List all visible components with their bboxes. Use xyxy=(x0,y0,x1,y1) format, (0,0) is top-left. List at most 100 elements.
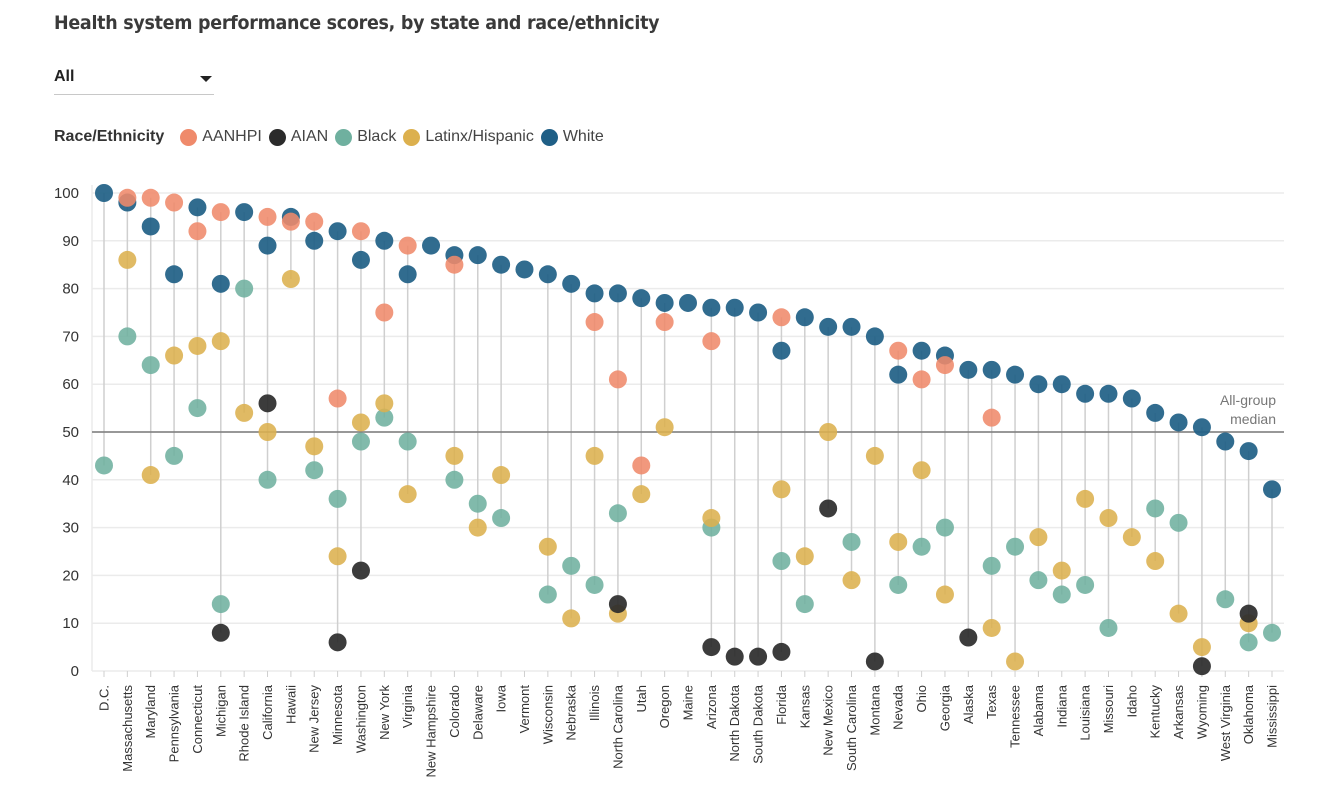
dot-latinx[interactable] xyxy=(912,461,931,480)
dot-black[interactable] xyxy=(398,432,417,451)
dot-black[interactable] xyxy=(445,470,464,489)
dot-latinx[interactable] xyxy=(1122,528,1141,547)
dot-latinx[interactable] xyxy=(1099,509,1118,528)
legend-item-latinx[interactable]: Latinx/Hispanic xyxy=(403,128,534,146)
dot-black[interactable] xyxy=(165,446,184,465)
dot-black[interactable] xyxy=(492,509,511,528)
dot-aanhpi[interactable] xyxy=(445,255,464,274)
dot-white[interactable] xyxy=(912,341,931,360)
dot-latinx[interactable] xyxy=(585,446,604,465)
dot-aanhpi[interactable] xyxy=(375,303,394,322)
dot-white[interactable] xyxy=(749,303,768,322)
dot-white[interactable] xyxy=(772,341,791,360)
dot-latinx[interactable] xyxy=(328,547,347,566)
dot-aian[interactable] xyxy=(749,647,768,666)
dot-black[interactable] xyxy=(935,518,954,537)
dot-latinx[interactable] xyxy=(398,485,417,504)
dot-white[interactable] xyxy=(959,360,978,379)
dot-black[interactable] xyxy=(258,470,277,489)
dot-aanhpi[interactable] xyxy=(772,308,791,327)
dot-latinx[interactable] xyxy=(118,250,137,269)
dot-aian[interactable] xyxy=(959,628,978,647)
dot-aanhpi[interactable] xyxy=(305,212,324,231)
dot-aanhpi[interactable] xyxy=(702,332,721,351)
dot-aian[interactable] xyxy=(258,394,277,413)
dot-black[interactable] xyxy=(912,537,931,556)
dot-aanhpi[interactable] xyxy=(188,222,207,241)
dot-aanhpi[interactable] xyxy=(118,188,137,207)
legend-item-aanhpi[interactable]: AANHPI xyxy=(180,128,262,146)
dot-white[interactable] xyxy=(1099,384,1118,403)
dot-white[interactable] xyxy=(375,231,394,250)
dot-aian[interactable] xyxy=(725,647,744,666)
dot-aanhpi[interactable] xyxy=(351,222,370,241)
dot-latinx[interactable] xyxy=(1006,652,1025,671)
dot-latinx[interactable] xyxy=(351,413,370,432)
dot-black[interactable] xyxy=(305,461,324,480)
dot-latinx[interactable] xyxy=(305,437,324,456)
dot-white[interactable] xyxy=(702,298,721,317)
dot-black[interactable] xyxy=(1169,513,1188,532)
dot-black[interactable] xyxy=(235,279,254,298)
dot-black[interactable] xyxy=(1239,633,1258,652)
dot-latinx[interactable] xyxy=(935,585,954,604)
dot-white[interactable] xyxy=(492,255,511,274)
dot-black[interactable] xyxy=(351,432,370,451)
dot-black[interactable] xyxy=(141,356,160,375)
dot-black[interactable] xyxy=(1006,537,1025,556)
dot-black[interactable] xyxy=(608,504,627,523)
dot-latinx[interactable] xyxy=(982,618,1001,637)
dot-white[interactable] xyxy=(1239,442,1258,461)
dot-aian[interactable] xyxy=(211,623,230,642)
legend-item-black[interactable]: Black xyxy=(335,128,396,146)
dot-latinx[interactable] xyxy=(281,270,300,289)
dot-black[interactable] xyxy=(1146,499,1165,518)
dot-latinx[interactable] xyxy=(445,446,464,465)
dot-latinx[interactable] xyxy=(1169,604,1188,623)
dot-latinx[interactable] xyxy=(1052,561,1071,580)
dot-latinx[interactable] xyxy=(889,532,908,551)
dot-black[interactable] xyxy=(468,494,487,513)
dot-latinx[interactable] xyxy=(1029,528,1048,547)
dot-latinx[interactable] xyxy=(165,346,184,365)
dot-aian[interactable] xyxy=(1192,657,1211,676)
dot-white[interactable] xyxy=(1146,403,1165,422)
dot-latinx[interactable] xyxy=(819,423,838,441)
dot-white[interactable] xyxy=(865,327,884,346)
dot-white[interactable] xyxy=(398,265,417,284)
dot-latinx[interactable] xyxy=(795,547,814,566)
dot-aanhpi[interactable] xyxy=(935,356,954,375)
dot-latinx[interactable] xyxy=(772,480,791,499)
dot-black[interactable] xyxy=(562,556,581,575)
state-filter-dropdown[interactable]: All xyxy=(54,62,214,95)
dot-black[interactable] xyxy=(1076,575,1095,594)
dot-aian[interactable] xyxy=(772,642,791,661)
dot-latinx[interactable] xyxy=(842,571,861,590)
dot-white[interactable] xyxy=(982,360,1001,379)
dot-aanhpi[interactable] xyxy=(889,341,908,360)
dot-black[interactable] xyxy=(95,456,113,475)
dot-white[interactable] xyxy=(632,289,651,308)
dot-white[interactable] xyxy=(725,298,744,317)
dot-black[interactable] xyxy=(982,556,1001,575)
dot-black[interactable] xyxy=(889,575,908,594)
dot-black[interactable] xyxy=(538,585,557,604)
dot-white[interactable] xyxy=(1192,418,1211,437)
dot-aanhpi[interactable] xyxy=(281,212,300,231)
dot-latinx[interactable] xyxy=(1076,489,1095,508)
dot-black[interactable] xyxy=(1216,590,1235,609)
dot-white[interactable] xyxy=(515,260,534,279)
dot-latinx[interactable] xyxy=(375,394,394,413)
dot-black[interactable] xyxy=(188,399,207,418)
dot-aian[interactable] xyxy=(328,633,347,652)
dot-aanhpi[interactable] xyxy=(328,389,347,408)
dot-aanhpi[interactable] xyxy=(585,313,604,332)
dot-white[interactable] xyxy=(141,217,160,236)
dot-white[interactable] xyxy=(1076,384,1095,403)
dot-black[interactable] xyxy=(1029,571,1048,590)
dot-white[interactable] xyxy=(679,293,697,312)
dot-white[interactable] xyxy=(655,293,674,312)
dot-white[interactable] xyxy=(795,308,814,327)
dot-white[interactable] xyxy=(1006,365,1025,384)
dot-white[interactable] xyxy=(608,284,627,303)
